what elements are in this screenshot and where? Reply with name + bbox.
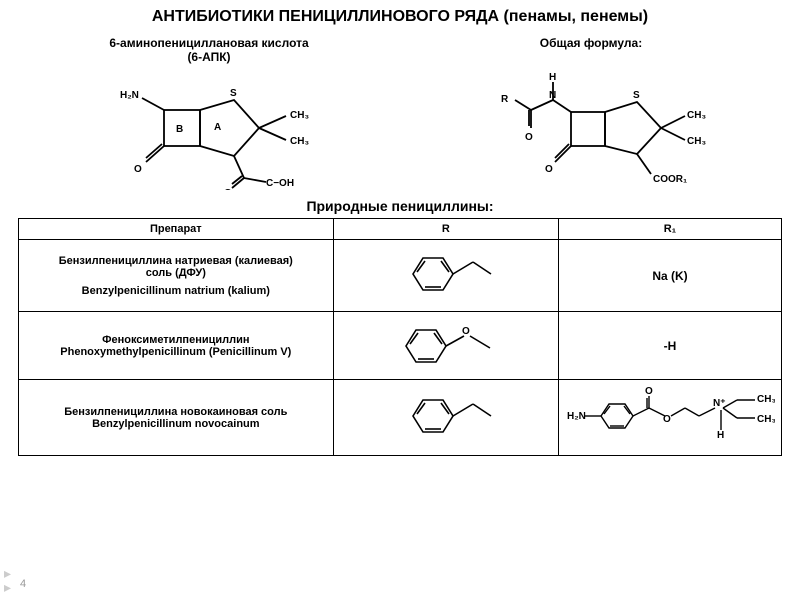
label-ch3-3: CH₃ — [687, 110, 706, 121]
label-o-4: O — [545, 164, 553, 175]
th-r: R — [333, 219, 558, 240]
th-r1: R₁ — [558, 219, 781, 240]
drug2-line2: Phenoxymethylpenicillinum (Penicillinum … — [25, 346, 327, 358]
label-a: A — [214, 122, 221, 133]
th-drug: Препарат — [19, 219, 334, 240]
label-o-phenoxy: O — [462, 326, 470, 337]
label-o-1: O — [134, 164, 142, 175]
page-number: 4 — [20, 578, 26, 590]
label-h-novo: H — [717, 430, 724, 441]
drug3-line1: Бензилпенициллина новокаиновая соль — [25, 406, 327, 418]
cell-r-2: O — [333, 312, 558, 380]
label-r: R — [501, 94, 509, 105]
drug1-line2: соль (ДФУ) — [25, 267, 327, 279]
table-header-row: Препарат R R₁ — [19, 219, 782, 240]
structures-row: H₂N S CH₃ CH₃ O C−OH O A B — [18, 70, 782, 190]
cell-r-3 — [333, 380, 558, 456]
label-ch3-2: CH₃ — [290, 136, 309, 147]
struct-6apk: H₂N S CH₃ CH₃ O C−OH O A B — [33, 70, 384, 190]
struct-general: R H N O O S CH₃ CH₃ COOR₁ — [415, 70, 766, 190]
label-n: N — [549, 90, 556, 101]
label-o-novo1: O — [645, 386, 653, 397]
drug3-line2: Benzylpenicillinum novocainum — [25, 418, 327, 430]
label-o-3: O — [525, 132, 533, 143]
section-title: Природные пенициллины: — [18, 198, 782, 214]
label-ch3-4: CH₃ — [687, 136, 706, 147]
drug1-line3: Benzylpenicillinum natrium (kalium) — [25, 285, 327, 297]
label-ch3-novo1: CH₃ — [757, 394, 775, 405]
subtitle-left-line2: (6-АПК) — [33, 50, 384, 64]
drug1-line1: Бензилпенициллина натриевая (калиевая) — [25, 255, 327, 267]
drug2-line1: Феноксиметилпенициллин — [25, 334, 327, 346]
label-coor1: COOR₁ — [653, 174, 687, 185]
subtitle-right: Общая формула: — [415, 36, 766, 64]
subtitle-left-line1: 6-аминопенициллановая кислота — [33, 36, 384, 50]
label-h: H — [549, 72, 556, 83]
cell-drug-1: Бензилпенициллина натриевая (калиевая) с… — [19, 240, 334, 312]
label-o-novo2: O — [663, 414, 671, 425]
cell-drug-3: Бензилпенициллина новокаиновая соль Benz… — [19, 380, 334, 456]
label-h2n-novo: H₂N — [567, 411, 586, 422]
label-s: S — [230, 88, 237, 99]
label-h2n: H₂N — [120, 90, 139, 101]
table-row: Бензилпенициллина натриевая (калиевая) с… — [19, 240, 782, 312]
table-row: Бензилпенициллина новокаиновая соль Benz… — [19, 380, 782, 456]
label-b: B — [176, 124, 183, 135]
deco-arrow-icon: ▸▸ — [4, 566, 11, 594]
penicillins-table: Препарат R R₁ Бензилпенициллина натриева… — [18, 218, 782, 456]
subtitle-left: 6-аминопенициллановая кислота (6-АПК) — [33, 36, 384, 64]
cell-drug-2: Феноксиметилпенициллин Phenoxymethylpeni… — [19, 312, 334, 380]
label-ch3-1: CH₃ — [290, 110, 309, 121]
cell-r1-3: H₂N O O N⁺ CH₃ CH₃ H — [558, 380, 781, 456]
cell-r-1 — [333, 240, 558, 312]
subtitles-row: 6-аминопенициллановая кислота (6-АПК) Об… — [18, 36, 782, 64]
label-n-novo: N⁺ — [713, 398, 726, 409]
label-ch3-novo2: CH₃ — [757, 414, 775, 425]
cell-r1-1: Na (K) — [558, 240, 781, 312]
label-o-2: O — [224, 188, 232, 190]
table-row: Феноксиметилпенициллин Phenoxymethylpeni… — [19, 312, 782, 380]
label-coh: C−OH — [266, 178, 294, 189]
page-title: АНТИБИОТИКИ ПЕНИЦИЛЛИНОВОГО РЯДА (пенамы… — [18, 8, 782, 26]
cell-r1-2: -H — [558, 312, 781, 380]
label-s2: S — [633, 90, 640, 101]
